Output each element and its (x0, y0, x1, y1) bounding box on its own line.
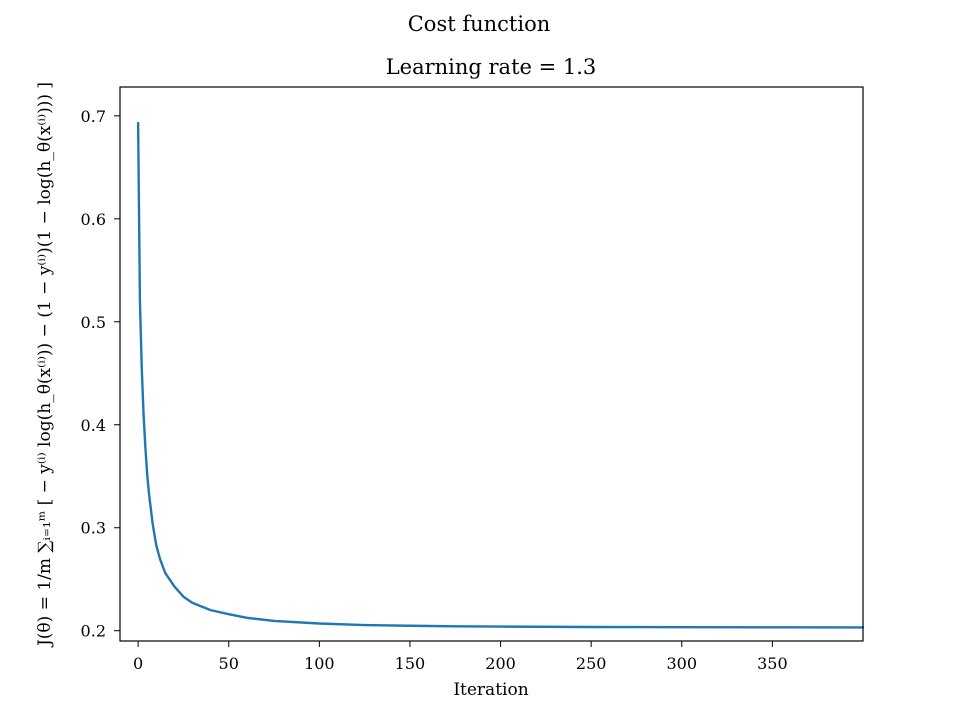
x-axis-label: Iteration (453, 680, 528, 700)
axes-frame (119, 86, 864, 642)
y-tick-label-0-7: 0.7 (81, 107, 106, 126)
x-tick-label-50: 50 (219, 654, 239, 673)
x-tick-label-250: 250 (576, 654, 607, 673)
x-axis-ticks: 0 50 100 150 200 250 300 350 (133, 641, 788, 673)
y-tick-label-0-5: 0.5 (81, 313, 106, 332)
chart-title: Learning rate = 1.3 (386, 55, 597, 79)
plot-area (136, 121, 865, 629)
y-tick-label-0-6: 0.6 (81, 210, 106, 229)
x-tick-label-150: 150 (395, 654, 426, 673)
x-tick-label-200: 200 (485, 654, 516, 673)
y-tick-label-0-2: 0.2 (81, 622, 106, 641)
y-axis-label: J(θ) = 1/m ∑ᵢ₌₁ᵐ [ − y⁽ⁱ⁾ log(h_θ(x⁽ⁱ⁾))… (35, 82, 55, 648)
figure-suptitle: Cost function (408, 12, 551, 36)
y-tick-label-0-3: 0.3 (81, 519, 106, 538)
y-axis-ticks: 0.2 0.3 0.4 0.5 0.6 0.7 (81, 107, 120, 641)
x-tick-label-300: 300 (667, 654, 698, 673)
y-tick-label-0-4: 0.4 (81, 416, 106, 435)
x-tick-label-0: 0 (133, 654, 143, 673)
x-tick-label-100: 100 (304, 654, 335, 673)
cost-series-line-1 (136, 121, 865, 629)
x-tick-label-350: 350 (757, 654, 788, 673)
